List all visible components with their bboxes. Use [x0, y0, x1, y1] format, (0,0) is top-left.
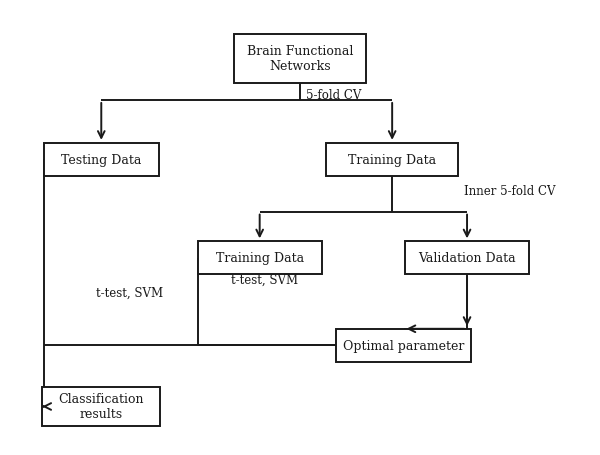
Bar: [336, 329, 472, 362]
Text: Classification
results: Classification results: [59, 393, 144, 420]
Text: Optimal parameter: Optimal parameter: [343, 339, 464, 352]
Text: t-test, SVM: t-test, SVM: [95, 287, 163, 299]
Text: t-test, SVM: t-test, SVM: [231, 273, 298, 287]
Bar: [405, 242, 529, 274]
Bar: [326, 143, 458, 176]
Text: Training Data: Training Data: [348, 153, 436, 166]
Text: Validation Data: Validation Data: [418, 252, 516, 264]
Bar: [198, 242, 322, 274]
Text: Brain Functional
Networks: Brain Functional Networks: [247, 46, 353, 73]
Text: 5-fold CV: 5-fold CV: [306, 89, 361, 101]
Bar: [234, 35, 366, 83]
Bar: [42, 387, 160, 426]
Text: Testing Data: Testing Data: [61, 153, 142, 166]
Text: Training Data: Training Data: [215, 252, 304, 264]
Text: Inner 5-fold CV: Inner 5-fold CV: [464, 185, 556, 197]
Bar: [44, 143, 159, 176]
